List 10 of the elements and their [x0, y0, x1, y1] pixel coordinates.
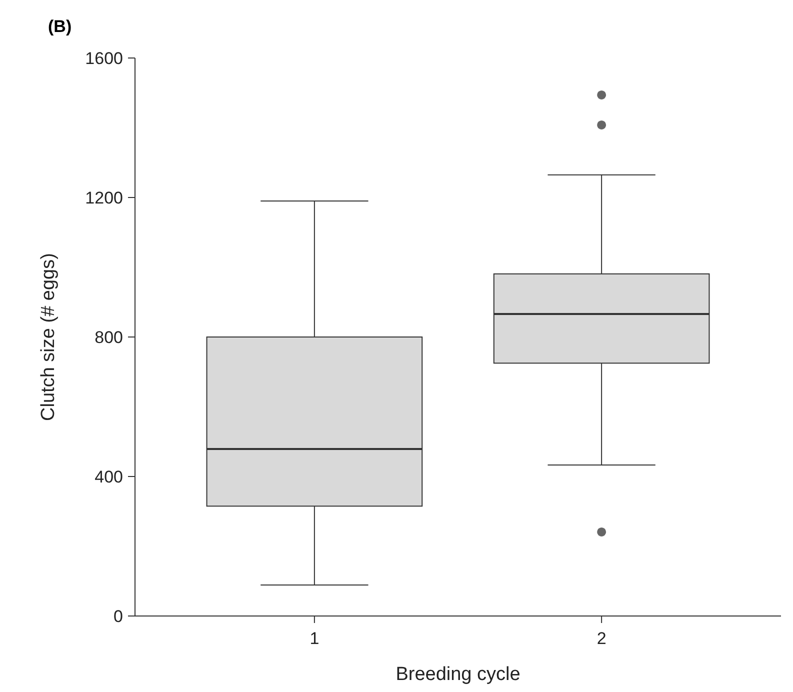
y-tick-label: 1200: [85, 188, 123, 208]
x-axis-title: Breeding cycle: [396, 664, 520, 685]
y-axis-title: Clutch size (# eggs): [38, 253, 59, 421]
y-tick-label: 1600: [85, 48, 123, 68]
x-tick-label: 1: [310, 629, 320, 648]
chart-title: (B): [48, 17, 72, 36]
y-tick-label: 800: [94, 328, 123, 347]
y-tick-label: 0: [114, 606, 123, 626]
y-tick-label: 400: [94, 467, 123, 486]
x-tick-label: 2: [596, 629, 606, 648]
